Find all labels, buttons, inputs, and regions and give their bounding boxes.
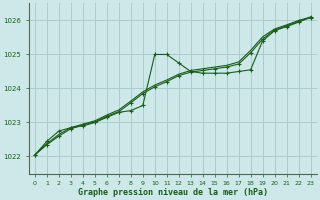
- X-axis label: Graphe pression niveau de la mer (hPa): Graphe pression niveau de la mer (hPa): [78, 188, 268, 197]
